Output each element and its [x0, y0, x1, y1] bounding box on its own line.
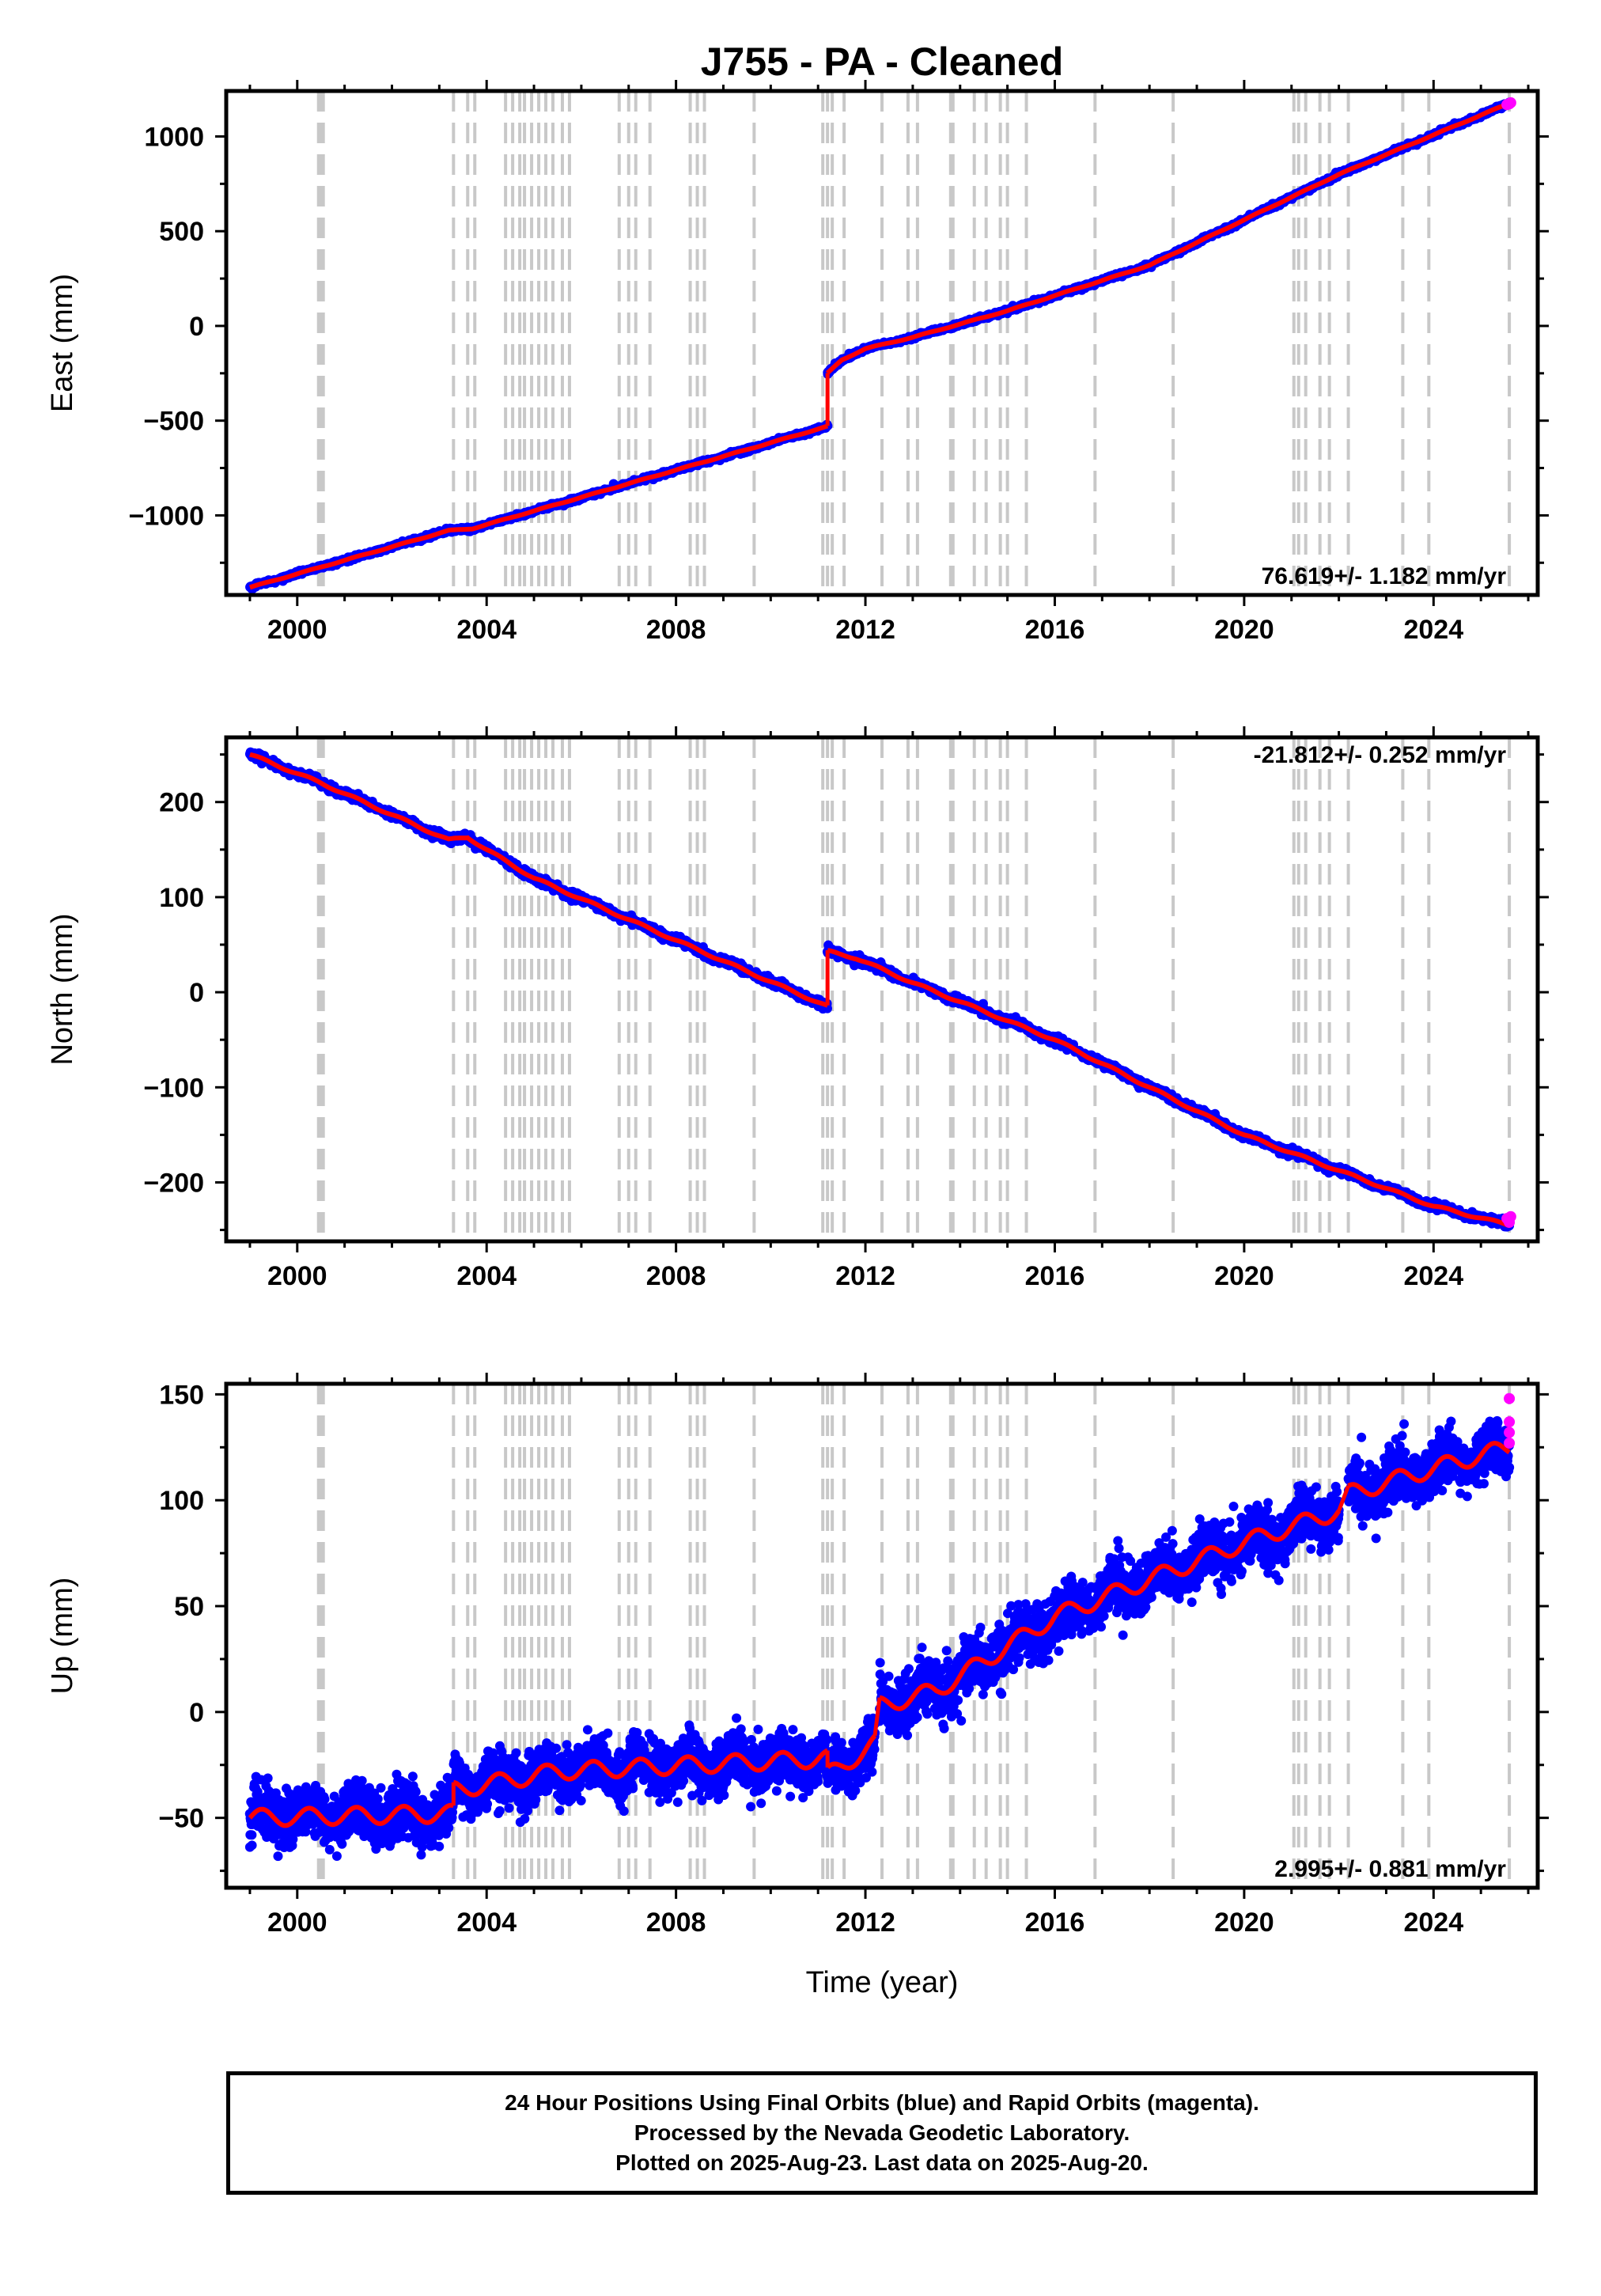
north-panel: 2000 2004 2008 2012 2016 2020 2024−200−1000100…	[46, 726, 1549, 1291]
x-tick-label: 2012	[835, 615, 895, 645]
x-tick-label: 2024	[1403, 615, 1463, 645]
chart-title: J755 - PA - Cleaned	[701, 40, 1064, 84]
x-tick-label: 2004	[456, 615, 517, 645]
east-frame	[224, 89, 1540, 597]
east-y-axis-label: East (mm)	[46, 274, 79, 412]
east-plot-area	[245, 91, 1516, 595]
x-tick-label: 2000	[267, 615, 327, 645]
x-tick-label: 2016	[1025, 615, 1085, 645]
east-model-line	[248, 423, 829, 590]
x-tick-label: 2020	[1214, 615, 1274, 645]
north-plot-area	[244, 737, 1516, 1241]
east-x-axis: 2000 2004 2008 2012 2016 2020 2024	[248, 80, 1530, 645]
y-tick-label: 1000	[144, 122, 204, 152]
east-y-axis: −1000 −500 0 500 1000	[129, 122, 1549, 564]
east-panel: 2000 2004 2008 2012 2016 2020 2024 −1000 −500 0 50…	[46, 80, 1549, 645]
y-tick-label: −1000	[129, 501, 205, 531]
north-final-orbit-points	[244, 747, 1515, 1232]
east-model-line	[825, 101, 1511, 375]
east-rapid-orbit-points	[1501, 97, 1516, 111]
east-rapid-point	[1504, 97, 1516, 108]
east-model	[248, 101, 1511, 590]
y-tick-label: −500	[143, 407, 204, 437]
y-tick-label: 500	[159, 217, 204, 247]
x-tick-label: 2008	[646, 615, 706, 645]
y-tick-label: 0	[189, 312, 204, 342]
east-rate-label: 76.619+/- 1.182 mm/yr	[1262, 563, 1507, 589]
